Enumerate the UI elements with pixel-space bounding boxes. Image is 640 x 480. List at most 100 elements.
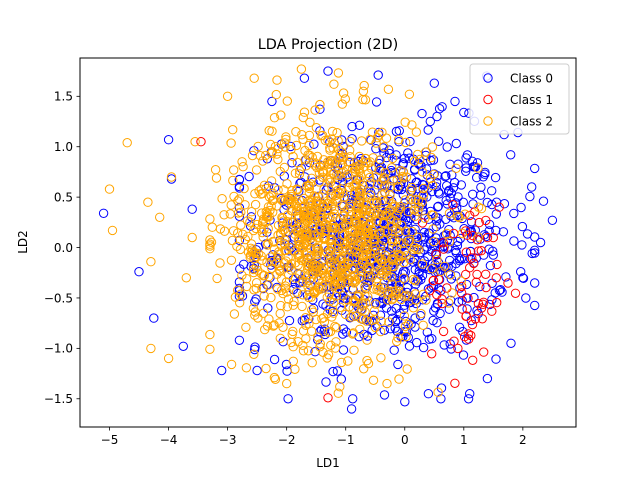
data-point — [386, 306, 397, 316]
data-point — [288, 151, 298, 162]
data-point — [516, 267, 526, 277]
legend-label: Class 2 — [510, 114, 553, 128]
data-point — [244, 171, 254, 182]
legend-box — [469, 63, 570, 135]
data-point — [315, 99, 325, 110]
data-point — [345, 238, 356, 249]
data-point — [368, 153, 378, 163]
data-point — [338, 260, 348, 271]
data-point — [212, 273, 222, 284]
data-point — [235, 264, 245, 274]
data-point — [407, 120, 417, 130]
data-point — [416, 275, 426, 285]
data-point — [460, 226, 471, 236]
data-point — [393, 359, 403, 370]
data-point — [467, 156, 477, 167]
data-point — [470, 162, 481, 172]
data-point — [376, 241, 386, 251]
data-point — [440, 171, 450, 182]
data-point — [403, 206, 413, 217]
data-point — [473, 202, 484, 212]
data-point — [359, 259, 369, 270]
data-point — [419, 227, 429, 238]
data-point — [315, 342, 325, 352]
data-point — [319, 234, 330, 245]
data-point — [330, 159, 340, 169]
data-point — [314, 233, 324, 243]
data-point — [492, 297, 502, 308]
data-point — [444, 298, 454, 308]
data-point — [358, 86, 369, 97]
data-point — [304, 181, 314, 192]
data-point — [413, 206, 423, 217]
data-point — [274, 264, 284, 274]
data-point — [266, 148, 276, 159]
data-point — [240, 200, 250, 210]
data-point — [379, 181, 390, 191]
data-point — [410, 198, 420, 209]
data-point — [291, 287, 302, 297]
data-point — [337, 155, 347, 165]
data-point — [256, 189, 266, 199]
data-point — [465, 263, 475, 273]
data-point — [345, 145, 355, 156]
data-point — [340, 94, 350, 104]
data-point — [503, 278, 513, 288]
data-point — [246, 207, 257, 217]
data-point — [314, 192, 324, 202]
data-point — [278, 194, 288, 205]
data-point — [354, 151, 365, 162]
data-point — [329, 204, 339, 215]
data-point — [292, 157, 303, 168]
data-point — [377, 298, 387, 309]
data-point — [143, 197, 153, 207]
data-point — [347, 284, 358, 294]
data-point — [405, 136, 415, 147]
data-point — [228, 125, 238, 135]
data-point — [284, 315, 295, 326]
data-point — [429, 78, 439, 88]
data-point — [252, 219, 262, 230]
x-tick-label: −3 — [219, 433, 237, 447]
data-point — [338, 291, 348, 301]
data-point — [258, 271, 268, 281]
data-point — [134, 267, 144, 277]
data-point — [122, 138, 132, 148]
data-point — [401, 316, 411, 327]
data-point — [384, 148, 395, 159]
data-point — [367, 226, 377, 236]
data-point — [379, 174, 389, 184]
legend: Class 0 Class 1 Class 2 — [469, 63, 570, 135]
data-point — [321, 377, 331, 387]
data-point — [408, 257, 418, 267]
data-point — [266, 191, 276, 201]
data-point — [258, 232, 268, 242]
data-point — [330, 343, 341, 353]
data-point — [266, 292, 276, 303]
data-point — [481, 282, 491, 293]
data-point — [377, 190, 387, 200]
data-point — [327, 126, 338, 137]
data-point — [318, 347, 328, 357]
data-point — [372, 133, 382, 143]
data-point — [387, 199, 398, 209]
data-point — [354, 213, 364, 223]
data-point — [386, 272, 396, 282]
data-point — [410, 289, 421, 299]
data-point — [300, 269, 310, 279]
data-point — [356, 184, 366, 195]
data-point — [439, 340, 449, 350]
data-point — [494, 202, 504, 212]
data-point — [364, 183, 374, 193]
data-point — [339, 229, 349, 240]
data-point — [329, 79, 339, 89]
data-point — [349, 345, 359, 355]
data-point — [265, 205, 275, 216]
data-point — [476, 303, 487, 313]
data-point — [254, 186, 264, 196]
data-point — [328, 157, 338, 167]
data-point — [237, 157, 247, 167]
data-point — [459, 254, 470, 264]
data-point — [327, 134, 337, 144]
data-point — [292, 184, 302, 194]
